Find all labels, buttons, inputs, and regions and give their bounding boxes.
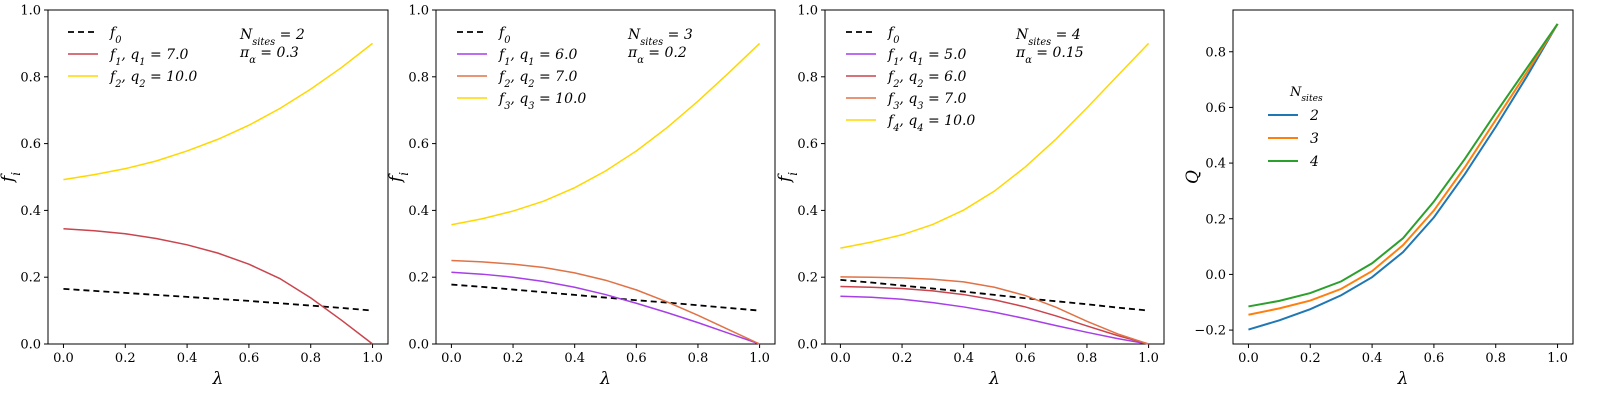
y-tick-label: 0.0 (20, 338, 41, 353)
x-tick-label: 1.0 (1138, 351, 1159, 366)
y-tick-label: 0.6 (797, 137, 818, 152)
series-line (1248, 23, 1559, 331)
x-tick-label: 0.2 (892, 351, 913, 366)
annotation-text: Nsites = 2 (239, 27, 305, 48)
x-tick-label: 0.4 (564, 351, 585, 366)
series-line (840, 295, 1149, 345)
x-axis-label: λ (1397, 369, 1409, 389)
y-tick-label: 0.8 (797, 70, 818, 85)
series-line (451, 259, 760, 345)
annotation-text: Nsites = 4 (1015, 27, 1081, 48)
annotation-text: πα = 0.15 (1015, 45, 1084, 66)
annotation-text: πα = 0.2 (627, 45, 687, 66)
legend-title: Nsites (1289, 85, 1323, 104)
x-tick-label: 0.0 (441, 351, 462, 366)
y-tick-label: 0.2 (1205, 212, 1226, 227)
annotation-text: Nsites = 3 (627, 27, 693, 48)
y-tick-label: 0.4 (408, 204, 429, 219)
y-tick-label: 0.6 (408, 137, 429, 152)
legend-entry: f0 (887, 25, 899, 46)
y-tick-label: 0.6 (20, 137, 41, 152)
y-axis-label: fi (0, 172, 23, 184)
y-axis-label: fi (386, 172, 411, 184)
legend-entry: f2, q2 = 10.0 (109, 69, 197, 90)
y-axis-label: Q (1183, 170, 1203, 184)
legend-entry: f0 (109, 25, 121, 46)
series-line (1248, 23, 1559, 308)
x-tick-label: 0.0 (53, 351, 74, 366)
series-line (63, 42, 374, 181)
y-tick-label: 0.8 (1205, 45, 1226, 60)
legend-entry: f3, q3 = 7.0 (887, 91, 967, 112)
x-tick-label: 0.4 (177, 351, 198, 366)
legend-entry: f1, q1 = 7.0 (109, 47, 189, 68)
x-tick-label: 0.2 (503, 351, 524, 366)
y-tick-label: 0.2 (797, 271, 818, 286)
x-axis-label: λ (212, 369, 224, 389)
y-tick-label: 1.0 (797, 4, 818, 19)
axes-frame (435, 9, 776, 345)
x-tick-label: 0.8 (688, 351, 709, 366)
y-tick-label: 0.2 (20, 271, 41, 286)
series-line (451, 42, 761, 226)
axes-frame (1232, 9, 1574, 345)
series-line (63, 228, 374, 345)
series-line (840, 276, 1149, 345)
x-tick-label: 1.0 (1547, 351, 1568, 366)
legend-entry: f2, q2 = 6.0 (887, 69, 967, 90)
series-line (451, 271, 760, 345)
y-tick-label: 0.8 (408, 70, 429, 85)
y-tick-label: 0.4 (1205, 157, 1226, 172)
legend-entry: f4, q4 = 10.0 (887, 113, 975, 134)
y-tick-label: 0.6 (1205, 101, 1226, 116)
legend-entry: 3 (1310, 131, 1319, 147)
axes-frame (824, 9, 1165, 345)
legend-entry: 4 (1309, 154, 1319, 170)
x-tick-label: 0.4 (1362, 351, 1383, 366)
x-tick-label: 0.6 (239, 351, 260, 366)
y-tick-label: 0.8 (20, 70, 41, 85)
y-tick-label: 1.0 (408, 4, 429, 19)
x-tick-label: 1.0 (749, 351, 770, 366)
legend-entry: f3, q3 = 10.0 (498, 91, 586, 112)
series-line (63, 287, 373, 312)
x-tick-label: 0.8 (1485, 351, 1506, 366)
y-axis-label: fi (775, 172, 800, 184)
y-tick-label: 0.4 (797, 204, 818, 219)
y-tick-label: 0.2 (408, 271, 429, 286)
x-tick-label: 0.6 (1015, 351, 1036, 366)
y-tick-label: 1.0 (20, 4, 41, 19)
y-tick-label: 0.4 (20, 204, 41, 219)
y-tick-label: 0.0 (797, 338, 818, 353)
x-axis-label: λ (988, 369, 1000, 389)
series-line (840, 42, 1150, 249)
x-tick-label: 0.2 (1300, 351, 1321, 366)
x-tick-label: 0.4 (953, 351, 974, 366)
x-tick-label: 0.6 (626, 351, 647, 366)
series-line (1248, 23, 1559, 316)
y-tick-label: 0.0 (408, 338, 429, 353)
x-axis-label: λ (599, 369, 611, 389)
x-tick-label: 1.0 (362, 351, 383, 366)
x-tick-label: 0.2 (115, 351, 136, 366)
legend-entry: f2, q2 = 7.0 (498, 69, 578, 90)
series-line (840, 278, 1149, 312)
annotation-text: πα = 0.3 (239, 45, 299, 66)
legend-entry: f1, q1 = 6.0 (498, 47, 578, 68)
y-tick-label: −0.2 (1194, 324, 1226, 339)
x-tick-label: 0.0 (1238, 351, 1259, 366)
y-tick-label: 0.0 (1205, 268, 1226, 283)
legend-entry: f0 (498, 25, 510, 46)
x-tick-label: 0.6 (1424, 351, 1445, 366)
legend-entry: f1, q1 = 5.0 (887, 47, 967, 68)
series-line (840, 285, 1149, 345)
axes-frame (47, 9, 389, 345)
x-tick-label: 0.8 (1077, 351, 1098, 366)
x-tick-label: 0.8 (300, 351, 321, 366)
x-tick-label: 0.0 (830, 351, 851, 366)
legend-entry: 2 (1309, 108, 1319, 124)
series-line (451, 283, 760, 312)
